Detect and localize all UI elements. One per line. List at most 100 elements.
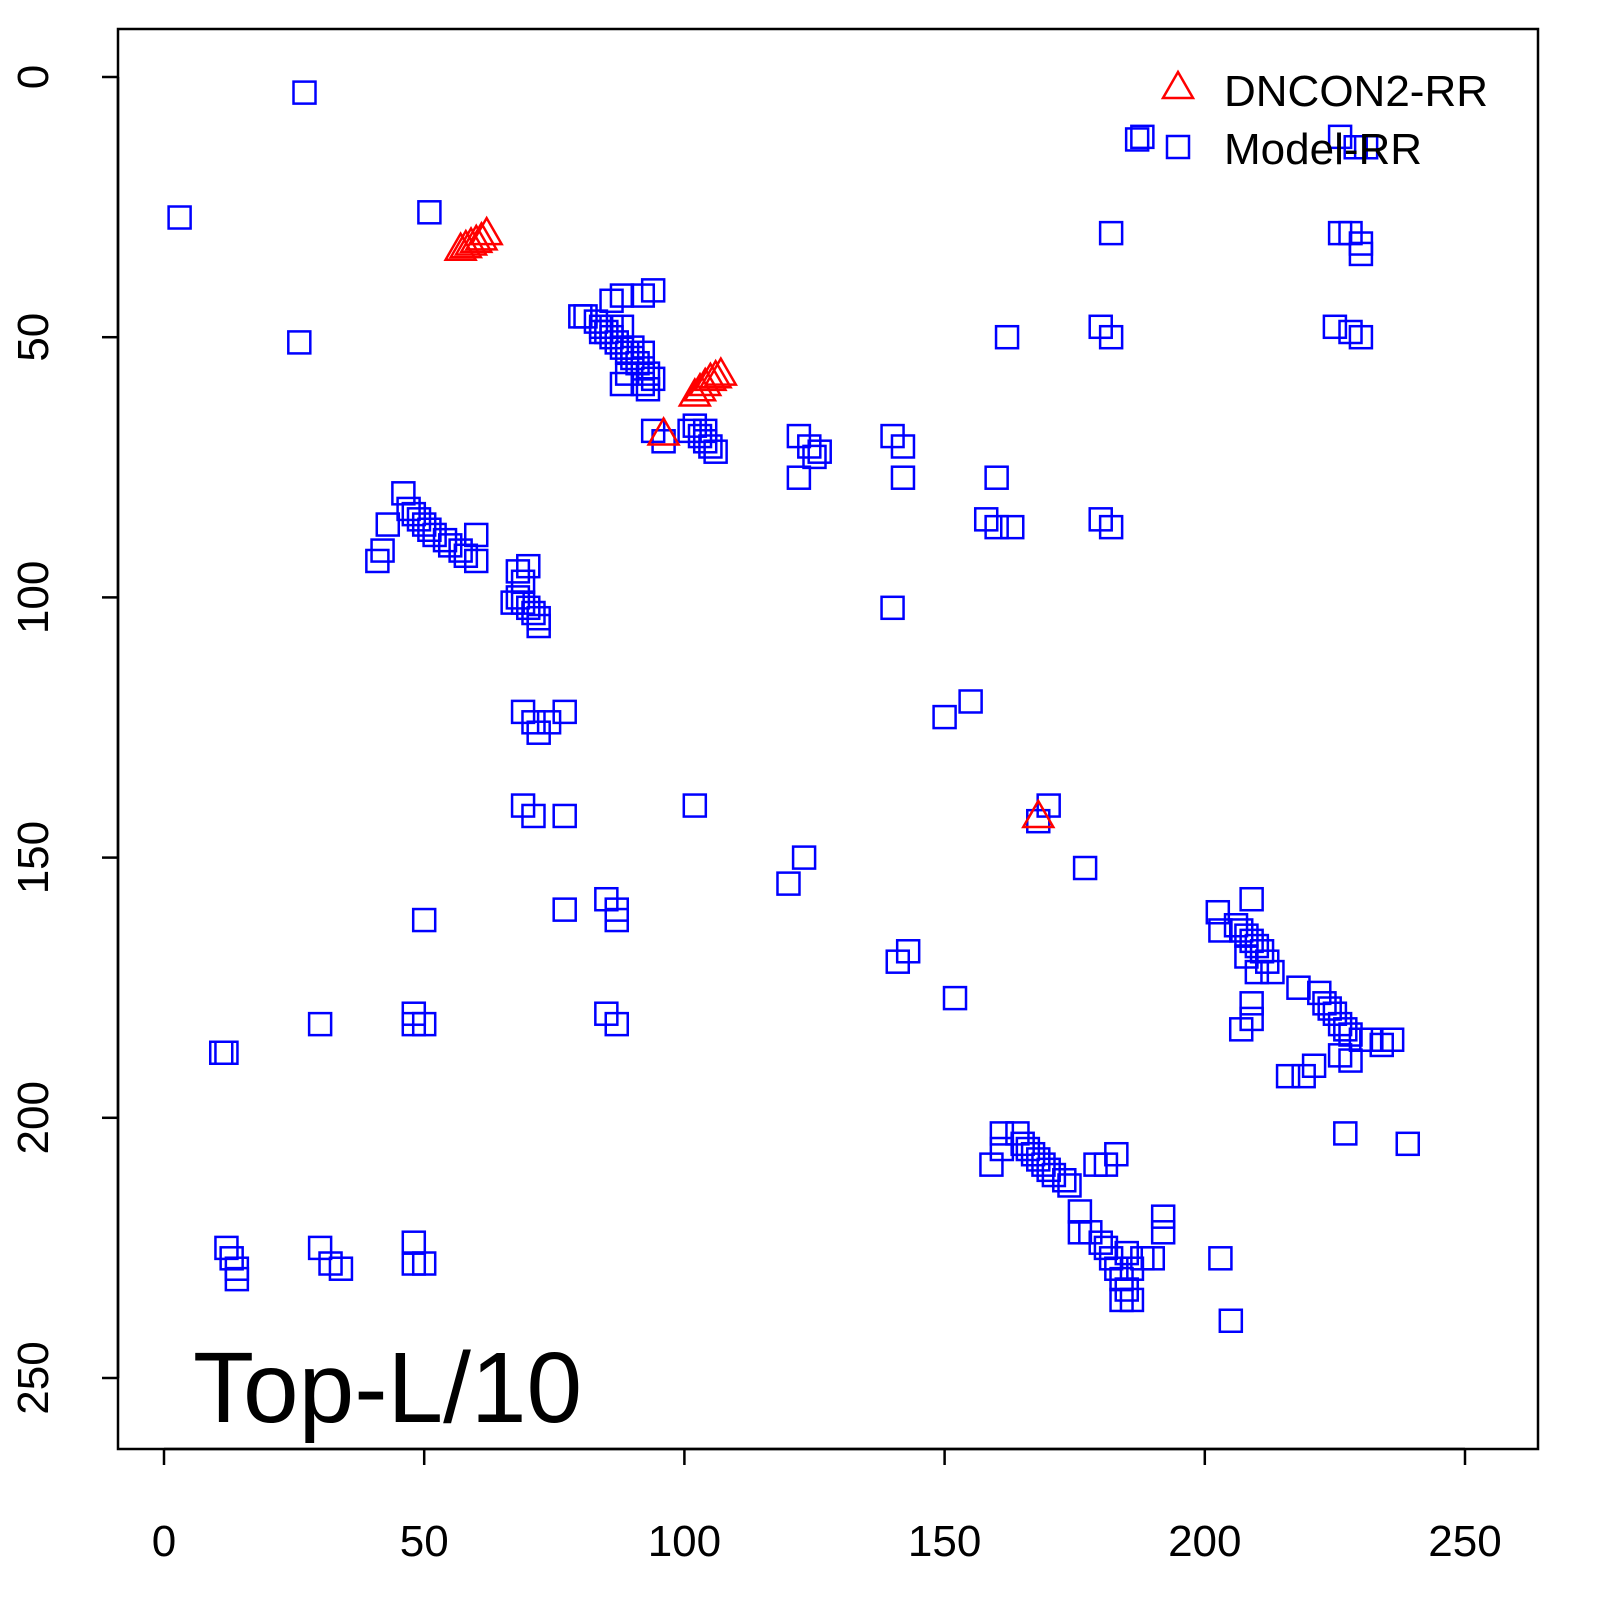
point-model-rr xyxy=(630,340,656,366)
point-model-rr xyxy=(1124,127,1150,152)
point-model-rr xyxy=(1130,124,1155,150)
point-model-rr xyxy=(370,538,395,563)
point-model-rr xyxy=(1052,1167,1077,1193)
point-model-rr xyxy=(292,80,317,105)
point-model-rr xyxy=(552,897,577,922)
point-model-rr xyxy=(208,1040,234,1065)
point-model-rr xyxy=(1067,1199,1093,1224)
point-model-rr xyxy=(1239,991,1264,1016)
point-model-rr xyxy=(1208,1246,1233,1271)
point-model-rr xyxy=(890,434,916,459)
point-model-rr xyxy=(552,699,577,725)
point-model-rr xyxy=(1072,855,1098,881)
point-dncon2-rr xyxy=(646,415,681,446)
point-model-rr xyxy=(463,548,489,574)
point-dncon2-rr xyxy=(459,223,494,254)
point-model-rr xyxy=(1301,1053,1327,1079)
point-model-rr xyxy=(411,907,437,933)
point-dncon2-rr xyxy=(677,376,712,407)
point-model-rr xyxy=(401,1230,427,1255)
point-dncon2-rr xyxy=(688,366,723,397)
point-model-rr xyxy=(568,304,593,329)
point-model-rr xyxy=(1205,899,1231,925)
point-model-rr xyxy=(885,949,911,974)
y-tick-label: 200 xyxy=(9,1081,58,1154)
x-tick-label: 250 xyxy=(1428,1517,1501,1566)
point-model-rr xyxy=(807,439,832,464)
point-dncon2-rr xyxy=(453,226,489,256)
point-model-rr xyxy=(1286,975,1311,1000)
x-tick-label: 150 xyxy=(908,1517,981,1566)
y-tick-label: 50 xyxy=(9,313,58,362)
x-axis: 0 50 100 150 200 250 xyxy=(152,1447,1502,1566)
y-axis: 0 50 100 150 200 250 xyxy=(9,65,120,1415)
x-tick-label: 200 xyxy=(1168,1517,1241,1566)
point-model-rr xyxy=(932,704,957,730)
y-tick-label: 0 xyxy=(9,65,58,89)
point-model-rr xyxy=(984,514,1009,540)
y-tick-label: 250 xyxy=(9,1341,58,1414)
point-model-rr xyxy=(1140,1246,1166,1271)
point-model-rr xyxy=(776,871,801,896)
point-model-rr xyxy=(516,553,541,579)
point-model-rr xyxy=(1098,220,1124,246)
point-model-rr xyxy=(552,803,577,829)
point-model-rr xyxy=(1395,1131,1421,1157)
point-model-rr xyxy=(1239,886,1264,912)
point-model-rr xyxy=(958,689,983,714)
point-dncon2-rr xyxy=(1021,798,1056,829)
point-model-rr xyxy=(521,803,546,829)
point-model-rr xyxy=(401,1251,427,1276)
point-model-rr xyxy=(1322,314,1348,340)
point-model-rr xyxy=(614,361,640,386)
point-model-rr xyxy=(1348,324,1374,350)
point-model-rr xyxy=(1098,514,1124,540)
y-tick-label: 100 xyxy=(9,561,58,634)
point-model-rr xyxy=(1150,1204,1176,1229)
point-model-rr xyxy=(651,429,676,454)
point-model-rr xyxy=(989,1121,1015,1146)
point-model-rr xyxy=(1228,1017,1254,1042)
point-model-rr xyxy=(1057,1173,1082,1198)
x-tick-label: 50 xyxy=(400,1517,449,1566)
y-tick-label: 150 xyxy=(9,821,58,894)
legend-triangle-marker xyxy=(1160,69,1196,100)
point-model-rr xyxy=(500,590,525,615)
point-model-rr xyxy=(526,613,551,639)
point-model-rr xyxy=(880,595,905,621)
point-model-rr xyxy=(328,1256,354,1281)
point-model-rr xyxy=(1234,944,1259,969)
legend-label-model-rr: Model-RR xyxy=(1224,125,1422,174)
annotation-top-l-10: Top-L/10 xyxy=(193,1332,582,1444)
point-model-rr xyxy=(692,418,718,444)
point-model-rr xyxy=(604,1011,629,1037)
point-model-rr xyxy=(1260,959,1285,985)
point-model-rr xyxy=(1333,1121,1358,1146)
point-model-rr xyxy=(984,465,1009,490)
point-model-rr xyxy=(604,907,629,933)
point-model-rr xyxy=(1275,1063,1301,1089)
point-model-rr xyxy=(1338,1048,1363,1073)
point-model-rr xyxy=(224,1266,250,1292)
point-model-rr xyxy=(1218,1308,1244,1334)
point-model-rr xyxy=(391,481,416,506)
point-dncon2-rr xyxy=(693,361,728,392)
point-dncon2-rr xyxy=(703,356,738,386)
x-tick-label: 100 xyxy=(648,1517,721,1566)
point-dncon2-rr xyxy=(698,358,733,389)
point-model-rr xyxy=(375,512,401,537)
point-model-rr xyxy=(1000,514,1025,540)
point-model-rr xyxy=(1114,1240,1139,1266)
point-model-rr xyxy=(1104,1141,1129,1167)
point-model-rr xyxy=(890,465,916,490)
point-model-rr xyxy=(214,1040,239,1065)
point-model-rr xyxy=(1379,1027,1405,1052)
point-model-rr xyxy=(1098,324,1124,350)
legend: DNCON2-RR Model-RR xyxy=(1160,67,1488,174)
point-dncon2-rr xyxy=(469,215,504,246)
x-tick-label: 0 xyxy=(152,1517,176,1566)
point-model-rr xyxy=(417,200,442,225)
point-model-rr xyxy=(1109,1287,1134,1313)
point-model-rr xyxy=(599,288,624,314)
